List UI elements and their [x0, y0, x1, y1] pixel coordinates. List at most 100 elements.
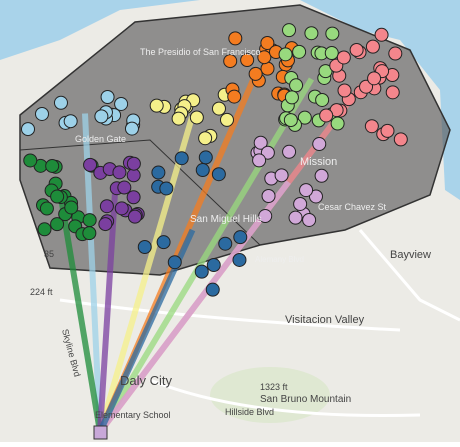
student-dot — [364, 119, 379, 134]
route-line — [58, 197, 103, 433]
map-label: 224 ft — [30, 287, 53, 297]
student-dot — [159, 181, 174, 196]
park — [210, 367, 330, 423]
student-dot — [233, 230, 248, 245]
student-dot — [248, 66, 263, 81]
student-dot — [219, 112, 234, 127]
student-dot — [349, 42, 364, 57]
route-line — [97, 180, 291, 434]
student-dot — [114, 96, 129, 111]
student-dot — [23, 153, 38, 168]
map-label: San Bruno Mountain — [260, 394, 351, 405]
student-dot — [252, 153, 267, 168]
student-dot — [292, 44, 307, 59]
student-dot — [365, 39, 380, 54]
student-dot — [359, 79, 374, 94]
student-dot — [124, 121, 139, 136]
student-dot — [50, 189, 65, 204]
route-line — [97, 116, 195, 433]
student-dot — [260, 145, 275, 160]
student-dot — [82, 213, 97, 228]
student-dot — [385, 85, 400, 100]
map-label: Daly City — [120, 373, 173, 388]
student-dot — [100, 89, 115, 104]
student-dot — [99, 199, 114, 214]
bay — [440, 70, 460, 200]
student-dot — [288, 210, 303, 225]
student-dot — [330, 116, 345, 131]
student-dot — [112, 165, 127, 180]
student-dot — [167, 255, 182, 270]
road — [149, 378, 421, 418]
student-dot — [171, 111, 186, 126]
student-dot — [304, 26, 319, 41]
student-dot — [35, 106, 50, 121]
student-dot — [45, 158, 60, 173]
student-dot — [257, 50, 272, 65]
map-label: Bayview — [390, 249, 431, 261]
student-dot — [240, 53, 255, 68]
map-label: Mission — [300, 156, 337, 168]
student-dot — [282, 23, 297, 38]
student-dot — [227, 89, 242, 104]
student-dot — [126, 156, 141, 171]
student-dot — [319, 108, 334, 123]
map-label: Golden Gate — [75, 134, 126, 144]
student-dot — [21, 122, 36, 137]
student-dot — [206, 258, 221, 273]
student-dot — [312, 137, 327, 152]
map-label: San Miguel Hills — [190, 214, 262, 225]
school-marker[interactable] — [93, 425, 108, 440]
student-dot — [380, 123, 395, 138]
student-dot — [82, 226, 97, 241]
student-dot — [284, 90, 299, 105]
student-dot — [53, 95, 68, 110]
student-dot — [282, 144, 297, 159]
student-dot — [261, 188, 276, 203]
student-dot — [260, 35, 275, 50]
map-label: 1323 ft — [260, 382, 288, 392]
student-dot — [223, 54, 238, 69]
student-dot — [37, 222, 52, 237]
student-dot — [117, 180, 132, 195]
student-dot — [211, 101, 226, 116]
student-dot — [253, 135, 268, 150]
student-dot — [194, 264, 209, 279]
route-line — [97, 77, 315, 434]
map-label: Cesar Chavez St — [318, 202, 387, 212]
student-dot — [198, 150, 213, 165]
student-dot — [336, 50, 351, 65]
student-dot — [156, 235, 171, 250]
student-dot — [314, 168, 329, 183]
student-dot — [293, 196, 308, 211]
student-dot — [278, 47, 293, 62]
student-dot — [127, 209, 142, 224]
student-dot — [297, 110, 312, 125]
zone-boundary — [19, 139, 261, 246]
student-dot — [151, 165, 166, 180]
map-label: Alemany Blvd — [255, 255, 304, 264]
student-dot — [98, 217, 113, 232]
student-dot — [39, 201, 54, 216]
student-dot — [274, 168, 289, 183]
student-dot — [260, 61, 275, 76]
student-dot — [114, 201, 129, 216]
student-dot — [325, 26, 340, 41]
student-dot — [211, 167, 226, 182]
student-dot — [198, 131, 213, 146]
student-dot — [337, 83, 352, 98]
map-label: Hillside Blvd — [225, 407, 274, 417]
student-dot — [324, 46, 339, 61]
student-dot — [283, 113, 298, 128]
map-label: Visitacion Valley — [285, 314, 365, 326]
student-dot — [126, 168, 141, 183]
student-dot — [174, 151, 189, 166]
student-dot — [205, 282, 220, 297]
route-line — [97, 192, 118, 433]
student-dot — [374, 27, 389, 42]
student-dot — [195, 163, 210, 178]
student-dot — [299, 183, 314, 198]
student-dot — [302, 212, 317, 227]
map-label: Elementary School — [95, 410, 171, 420]
